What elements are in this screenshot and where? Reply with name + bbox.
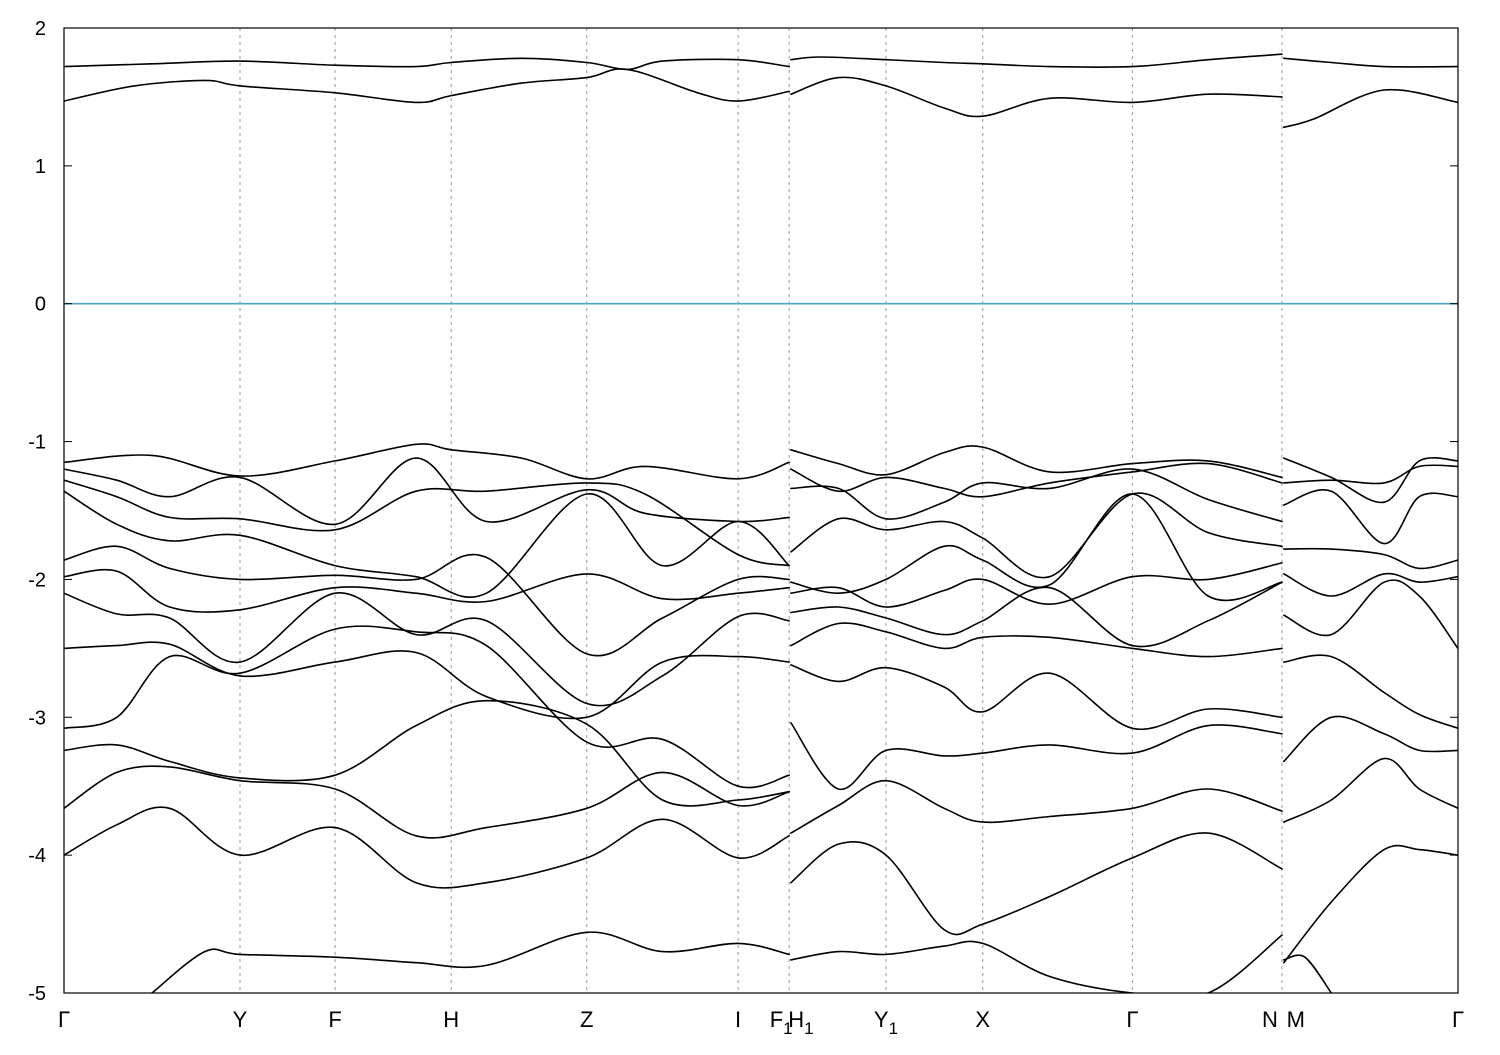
kpoint-label-5: I bbox=[735, 1007, 741, 1032]
kpoint-label-12: M bbox=[1287, 1007, 1305, 1032]
band-line-15 bbox=[64, 699, 790, 807]
band-line-33 bbox=[1283, 464, 1458, 485]
band-line-42 bbox=[1283, 954, 1333, 993]
kpoint-label-11: N bbox=[1262, 1007, 1278, 1032]
y-tick-label-4: -1 bbox=[28, 432, 46, 454]
y-axis-ticks: -5 -4 -3 -2 -1 0 1 2 bbox=[28, 18, 1458, 1005]
band-line-6 bbox=[64, 443, 790, 480]
y-tick-label-5: 0 bbox=[35, 294, 46, 316]
kpoint-label-subscript-8: 1 bbox=[889, 1019, 898, 1038]
band-line-37 bbox=[1283, 579, 1458, 650]
band-line-3 bbox=[790, 76, 1283, 118]
band-line-40 bbox=[1283, 757, 1458, 823]
band-line-19 bbox=[790, 445, 1283, 479]
kpoint-label-10: Γ bbox=[1126, 1007, 1138, 1032]
y-tick-label-3: -2 bbox=[28, 569, 46, 591]
kpoint-label-1: Y bbox=[233, 1007, 248, 1032]
y-tick-label-6: 1 bbox=[35, 156, 46, 178]
band-line-1 bbox=[64, 68, 790, 104]
y-tick-label-7: 2 bbox=[35, 18, 46, 40]
band-line-16 bbox=[64, 765, 790, 839]
band-line-27 bbox=[790, 664, 1283, 731]
band-line-41 bbox=[1283, 844, 1458, 964]
band-line-28 bbox=[790, 722, 1283, 790]
band-line-0 bbox=[64, 57, 790, 71]
band-lines bbox=[64, 53, 1458, 993]
kpoint-label-8: Y1 bbox=[874, 1007, 898, 1038]
band-line-12 bbox=[64, 592, 790, 707]
band-line-29 bbox=[790, 779, 1283, 834]
band-line-17 bbox=[64, 806, 790, 889]
band-line-7 bbox=[64, 457, 790, 526]
band-line-9 bbox=[64, 490, 790, 599]
band-line-34 bbox=[1283, 489, 1458, 545]
y-tick-label-1: -4 bbox=[28, 845, 46, 867]
band-line-8 bbox=[64, 479, 790, 567]
band-line-39 bbox=[1283, 715, 1458, 763]
band-line-26 bbox=[790, 622, 1283, 658]
band-line-35 bbox=[1283, 547, 1458, 570]
kpoint-label-0: Γ bbox=[58, 1007, 70, 1032]
kpoint-label-3: H bbox=[443, 1007, 459, 1032]
band-line-38 bbox=[1283, 654, 1458, 730]
band-line-25 bbox=[790, 581, 1283, 648]
band-line-14 bbox=[64, 625, 790, 789]
band-line-5 bbox=[1283, 88, 1458, 129]
band-line-18 bbox=[151, 931, 790, 993]
band-line-21 bbox=[790, 468, 1283, 523]
band-line-32 bbox=[1283, 457, 1458, 504]
band-line-24 bbox=[790, 562, 1283, 608]
kpoint-label-2: F bbox=[328, 1007, 341, 1032]
kpoint-label-9: X bbox=[975, 1007, 990, 1032]
kpoint-label-subscript-6: 1 bbox=[783, 1019, 792, 1038]
band-line-22 bbox=[790, 492, 1283, 579]
band-line-11 bbox=[64, 568, 790, 613]
band-line-31 bbox=[790, 934, 1283, 993]
band-line-20 bbox=[790, 462, 1283, 498]
band-line-30 bbox=[790, 832, 1283, 936]
band-line-13 bbox=[64, 641, 790, 720]
kpoint-label-13: Γ bbox=[1452, 1007, 1464, 1032]
band-line-10 bbox=[64, 545, 790, 657]
band-line-36 bbox=[1283, 572, 1458, 597]
plot-frame bbox=[63, 27, 1459, 994]
kpoint-label-subscript-7: 1 bbox=[804, 1019, 813, 1038]
band-line-2 bbox=[790, 53, 1283, 69]
band-line-23 bbox=[790, 493, 1283, 602]
kpoint-divider-lines bbox=[239, 28, 1283, 993]
y-tick-label-2: -3 bbox=[28, 707, 46, 729]
y-tick-label-0: -5 bbox=[28, 983, 46, 1005]
band-line-4 bbox=[1283, 57, 1458, 68]
kpoint-label-4: Z bbox=[580, 1007, 593, 1032]
